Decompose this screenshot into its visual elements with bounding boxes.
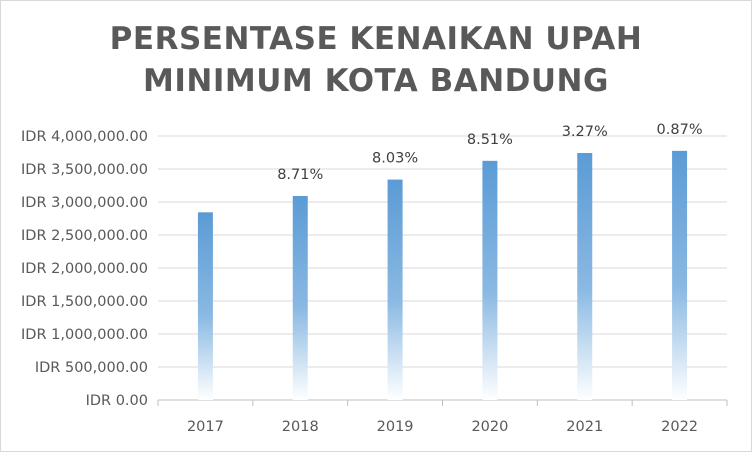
x-tick-label: 2022	[661, 419, 698, 435]
y-tick-label: IDR 1,000,000.00	[21, 327, 148, 343]
x-tick-label: 2018	[282, 419, 319, 435]
bars	[198, 151, 687, 400]
y-tick-label: IDR 2,500,000.00	[21, 228, 148, 244]
data-label-2019: 8.03%	[372, 151, 418, 167]
y-tick-label: IDR 4,000,000.00	[21, 129, 148, 145]
y-tick-label: IDR 1,500,000.00	[21, 294, 148, 310]
x-tick-label: 2017	[187, 419, 224, 435]
data-label-2018: 8.71%	[277, 167, 323, 183]
bar-2021	[577, 153, 592, 400]
x-tick-label: 2019	[377, 419, 414, 435]
bar-2020	[482, 161, 497, 400]
y-tick-label: IDR 0.00	[86, 393, 148, 409]
y-tick-label: IDR 500,000.00	[35, 360, 148, 376]
bar-2017	[198, 212, 213, 400]
y-tick-label: IDR 3,000,000.00	[21, 195, 148, 211]
bar-2018	[293, 196, 308, 400]
x-axis: 2017 2018 2019 2020 2021 2022	[158, 400, 727, 435]
y-axis: IDR 0.00 IDR 500,000.00 IDR 1,000,000.00 ID…	[21, 129, 148, 409]
bar-2019	[388, 180, 403, 400]
gridlines	[158, 136, 727, 400]
y-tick-label: IDR 3,500,000.00	[21, 162, 148, 178]
y-tick-label: IDR 2,000,000.00	[21, 261, 148, 277]
x-tick-label: 2020	[471, 419, 508, 435]
data-label-2021: 3.27%	[562, 124, 608, 140]
x-tick-label: 2021	[566, 419, 603, 435]
data-label-2022: 0.87%	[657, 122, 703, 138]
data-label-2020: 8.51%	[467, 132, 513, 148]
bar-2022	[672, 151, 687, 400]
